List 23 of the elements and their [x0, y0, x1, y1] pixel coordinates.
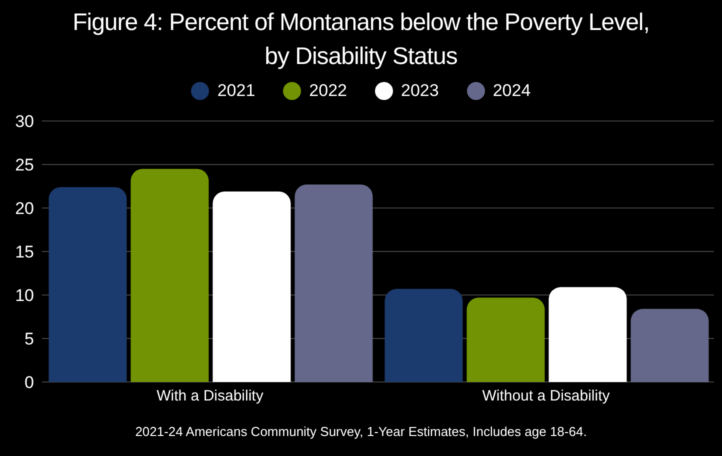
x-tick-label: Without a Disability: [482, 388, 610, 405]
bar: [130, 168, 209, 382]
bar: [294, 184, 373, 382]
chart-title: Figure 4: Percent of Montanans below the Poverty Level, by Disability Status: [72, 8, 650, 72]
x-tick-label: With a Disability: [156, 388, 264, 405]
bar: [548, 287, 627, 382]
legend-label: 2021: [217, 81, 256, 101]
y-tick-label: 5: [24, 330, 34, 349]
y-tick-label: 25: [15, 156, 34, 175]
y-tick-label: 10: [15, 286, 34, 306]
bar: [212, 191, 291, 382]
bar: [630, 308, 709, 382]
y-tick-label: 20: [15, 199, 34, 218]
text: 2021-24 Americans Community Survey, 1-Year Estimates, Includes age 18-64.: [134, 424, 588, 439]
bar: [48, 187, 127, 382]
bar: [384, 288, 463, 382]
legend-label: 2023: [401, 81, 439, 101]
y-tick-label: 0: [24, 373, 34, 392]
y-tick-label: 30: [15, 112, 34, 132]
y-tick-label: 15: [15, 242, 34, 262]
bar: [466, 298, 545, 382]
legend-label: 2024: [492, 81, 531, 101]
legend-label: 2022: [309, 81, 347, 101]
